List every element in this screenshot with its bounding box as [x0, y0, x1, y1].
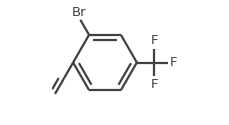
Text: F: F [169, 56, 176, 69]
Text: F: F [150, 78, 158, 90]
Text: F: F [150, 34, 158, 48]
Text: Br: Br [71, 6, 86, 19]
